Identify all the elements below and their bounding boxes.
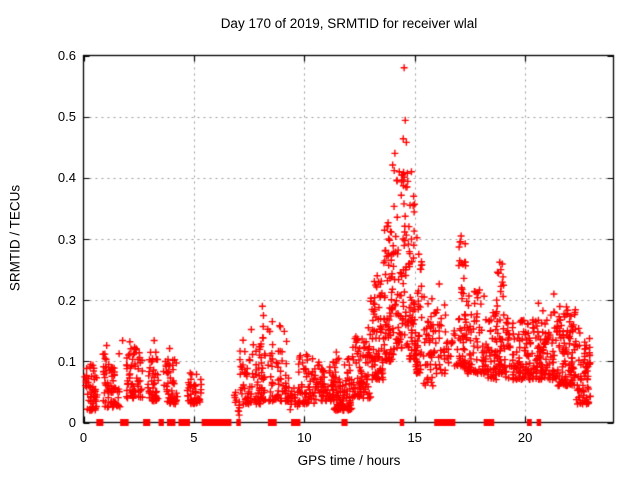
x-tick-label: 5 xyxy=(190,430,198,445)
y-tick-label: 0.1 xyxy=(57,353,76,369)
y-tick-label: 0 xyxy=(68,415,76,430)
x-tick-label: 15 xyxy=(407,430,422,445)
y-axis-label: SRMTID / TECUs xyxy=(7,184,23,292)
x-tick-label: 20 xyxy=(517,430,533,445)
y-tick-label: 0.6 xyxy=(57,48,76,63)
x-axis-label: GPS time / hours xyxy=(297,453,401,468)
y-tick-label: 0.4 xyxy=(57,170,76,186)
y-tick-label: 0.5 xyxy=(57,109,76,125)
chart-title: Day 170 of 2019, SRMTID for receiver wla… xyxy=(220,16,478,31)
y-tick-label: 0.2 xyxy=(57,292,76,308)
x-tick-label: 10 xyxy=(297,430,312,445)
y-tick-label: 0.3 xyxy=(57,231,76,247)
x-tick-label: 0 xyxy=(79,430,88,445)
